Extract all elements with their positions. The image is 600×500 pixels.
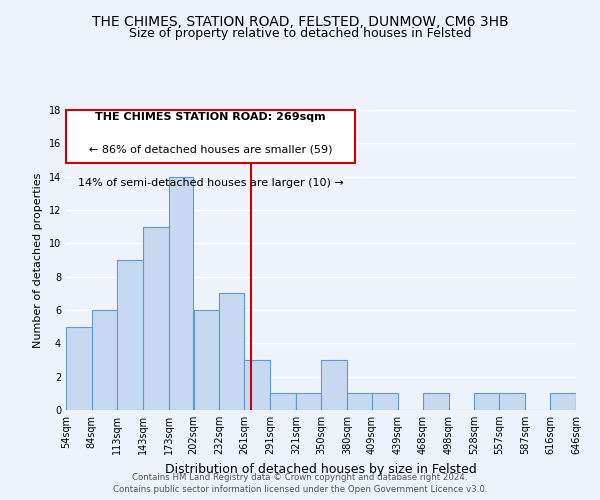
- FancyBboxPatch shape: [66, 110, 355, 164]
- Bar: [475, 394, 499, 410]
- Text: Contains public sector information licensed under the Open Government Licence v3: Contains public sector information licen…: [113, 485, 487, 494]
- Bar: [576, 394, 600, 410]
- Bar: [296, 394, 321, 410]
- Text: ← 86% of detached houses are smaller (59): ← 86% of detached houses are smaller (59…: [89, 144, 332, 154]
- Bar: [372, 394, 398, 410]
- Bar: [422, 394, 449, 410]
- Bar: [347, 394, 372, 410]
- Bar: [66, 326, 92, 410]
- Text: 14% of semi-detached houses are larger (10) →: 14% of semi-detached houses are larger (…: [78, 178, 344, 188]
- Bar: [321, 360, 347, 410]
- Bar: [244, 360, 270, 410]
- Text: Size of property relative to detached houses in Felsted: Size of property relative to detached ho…: [129, 28, 471, 40]
- X-axis label: Distribution of detached houses by size in Felsted: Distribution of detached houses by size …: [165, 462, 477, 475]
- Bar: [169, 176, 193, 410]
- Bar: [220, 294, 244, 410]
- Text: THE CHIMES STATION ROAD: 269sqm: THE CHIMES STATION ROAD: 269sqm: [95, 112, 326, 122]
- Bar: [143, 226, 169, 410]
- Y-axis label: Number of detached properties: Number of detached properties: [33, 172, 43, 348]
- Bar: [117, 260, 143, 410]
- Text: THE CHIMES, STATION ROAD, FELSTED, DUNMOW, CM6 3HB: THE CHIMES, STATION ROAD, FELSTED, DUNMO…: [92, 15, 508, 29]
- Bar: [550, 394, 576, 410]
- Bar: [193, 310, 220, 410]
- Bar: [92, 310, 117, 410]
- Bar: [499, 394, 525, 410]
- Text: Contains HM Land Registry data © Crown copyright and database right 2024.: Contains HM Land Registry data © Crown c…: [132, 472, 468, 482]
- Bar: [270, 394, 296, 410]
